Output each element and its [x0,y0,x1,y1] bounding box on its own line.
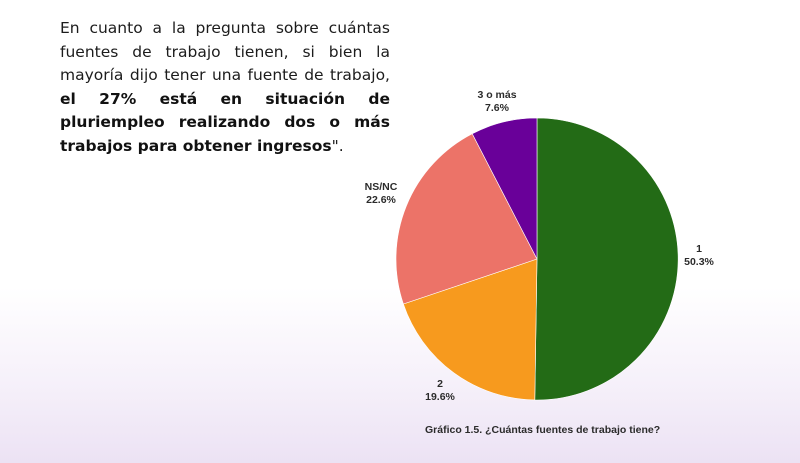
slice-label-3: 3 o más 7.6% [477,89,516,114]
pie-slices [395,117,679,401]
slice-label-2: NS/NC 22.6% [365,181,398,206]
slice-category-2: NS/NC [365,181,398,193]
slice-value-2: 22.6% [366,194,396,206]
slice-value-3: 7.6% [485,102,510,114]
intro-paragraph: En cuanto a la pregunta sobre cuántas fu… [60,17,390,158]
slice-value-1: 19.6% [425,391,455,403]
slice-category-0: 1 [696,243,702,255]
intro-closing: ". [331,136,344,155]
intro-text: En cuanto a la pregunta sobre cuántas fu… [60,19,390,84]
pie-slice-0 [534,117,679,401]
slice-value-0: 50.3% [684,256,714,268]
pie-slice-2 [395,133,538,305]
pie-slice-1 [402,258,538,401]
slice-label-1: 2 19.6% [425,378,455,403]
chart-caption: Gráfico 1.5. ¿Cuántas fuentes de trabajo… [425,424,661,436]
slice-label-0: 1 50.3% [684,243,714,268]
slice-category-3: 3 o más [477,89,516,101]
pie-labels: 1 50.3% 2 19.6% NS/NC 22.6% 3 o más 7.6% [365,89,715,403]
intro-highlight: el 27% está en situación de pluriempleo … [60,89,390,155]
slice-category-1: 2 [437,378,443,390]
pie-slice-3 [471,117,538,260]
